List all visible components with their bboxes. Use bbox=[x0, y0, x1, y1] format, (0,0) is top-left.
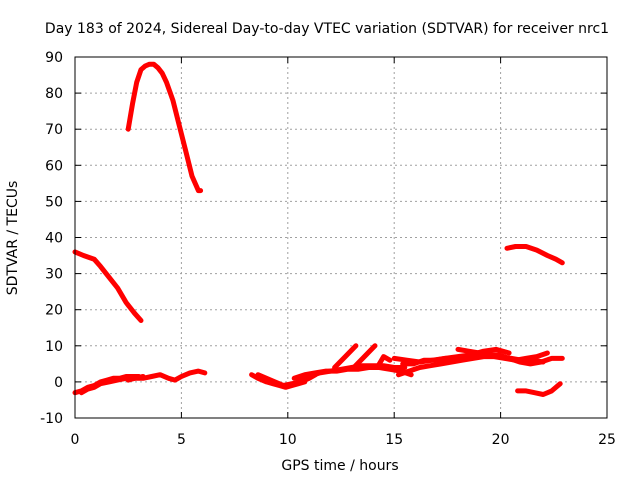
x-tick-label: 10 bbox=[279, 432, 297, 448]
series-near-zero-c bbox=[125, 368, 208, 383]
x-tick-label: 20 bbox=[492, 432, 510, 448]
ticks bbox=[74, 56, 608, 419]
y-tick-label: 20 bbox=[45, 303, 63, 319]
series-arc-right-high bbox=[504, 244, 565, 266]
series-arc-peak bbox=[125, 61, 204, 194]
y-tick-label: 70 bbox=[45, 122, 63, 138]
x-tick-label: 15 bbox=[385, 432, 403, 448]
y-tick-label: 50 bbox=[45, 194, 63, 210]
x-axis-label: GPS time / hours bbox=[281, 458, 398, 474]
tick-labels: 0 5 10 15 20 25 -10 0 10 20 30 40 50 60 70 80 90 bbox=[40, 50, 616, 448]
series-arc-right-low bbox=[515, 381, 563, 397]
y-axis-label: SDTVAR / TECUs bbox=[5, 181, 21, 296]
y-tick-label: 30 bbox=[45, 267, 63, 283]
x-tick-label: 25 bbox=[598, 432, 616, 448]
y-tick-label: 40 bbox=[45, 231, 63, 247]
y-tick-label: 60 bbox=[45, 158, 63, 174]
x-tick-label: 5 bbox=[177, 432, 186, 448]
x-tick-label: 0 bbox=[71, 432, 80, 448]
y-tick-label: 80 bbox=[45, 86, 63, 102]
y-tick-label: 10 bbox=[45, 339, 63, 355]
grid bbox=[75, 57, 607, 418]
series-group bbox=[72, 61, 565, 397]
series-spike-2 bbox=[351, 343, 378, 370]
chart-title: Day 183 of 2024, Sidereal Day-to-day VTE… bbox=[45, 21, 609, 37]
series-tail-c bbox=[391, 346, 512, 365]
series-spike-3 bbox=[374, 354, 393, 370]
series-spike-1 bbox=[332, 343, 359, 370]
series-tail-d bbox=[455, 346, 546, 365]
y-tick-label: 90 bbox=[45, 50, 63, 66]
series-arc-descending bbox=[72, 249, 144, 323]
y-tick-label: 0 bbox=[54, 375, 63, 391]
y-tick-label: -10 bbox=[40, 411, 63, 427]
